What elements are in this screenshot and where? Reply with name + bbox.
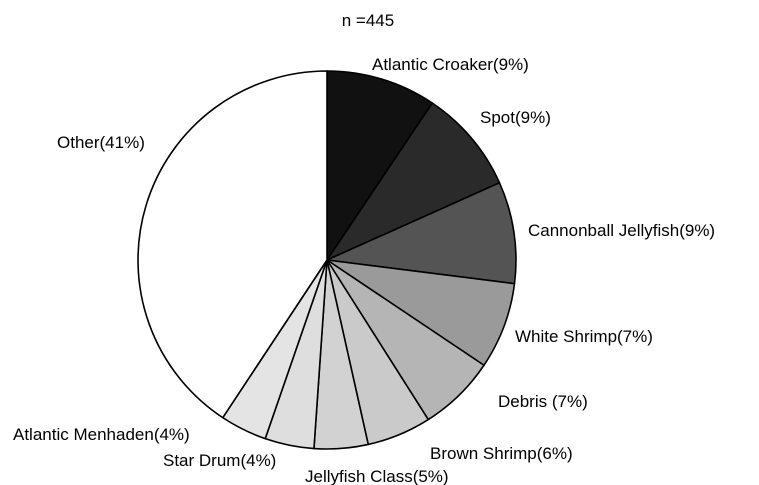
slice-label-1: Atlantic Croaker(9%) [372, 55, 529, 74]
pie-slices [138, 71, 516, 449]
slice-label-8: Star Drum(4%) [163, 451, 276, 470]
slice-label-6: Brown Shrimp(6%) [430, 444, 573, 463]
slice-label-2: Spot(9%) [480, 108, 551, 127]
slice-label-10: Other(41%) [57, 133, 145, 152]
slice-label-4: White Shrimp(7%) [515, 327, 653, 346]
slice-label-5: Debris (7%) [498, 392, 588, 411]
slice-label-3: Cannonball Jellyfish(9%) [528, 221, 715, 240]
slice-label-7: Jellyfish Class(5%) [305, 467, 449, 485]
chart-title: n =445 [342, 11, 394, 30]
slice-label-9: Atlantic Menhaden(4%) [13, 425, 190, 444]
